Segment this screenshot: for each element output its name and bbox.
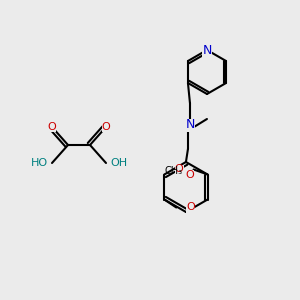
Text: O: O bbox=[185, 169, 194, 179]
Text: OH: OH bbox=[110, 158, 127, 168]
Text: CH₃: CH₃ bbox=[164, 167, 183, 176]
Text: N: N bbox=[185, 118, 195, 131]
Text: N: N bbox=[202, 44, 212, 56]
Text: HO: HO bbox=[31, 158, 48, 168]
Text: O: O bbox=[186, 202, 195, 212]
Text: O: O bbox=[175, 164, 184, 175]
Text: O: O bbox=[48, 122, 56, 132]
Text: O: O bbox=[102, 122, 110, 132]
